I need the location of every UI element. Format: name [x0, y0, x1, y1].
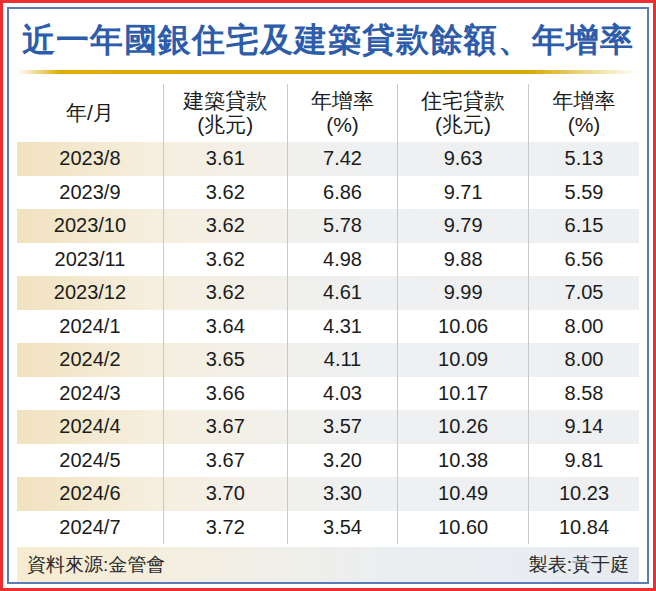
row-value-cell: 3.54 [287, 511, 397, 545]
row-value-cell: 5.78 [287, 209, 397, 243]
credit-note: 製表:黃于庭 [529, 552, 629, 578]
loan-table: 年/月建築貸款(兆元)年增率(%)住宅貸款(兆元)年增率(%) 2023/83.… [17, 84, 639, 544]
column-header: 年增率(%) [528, 84, 639, 142]
column-header-unit: (兆元) [435, 113, 491, 137]
row-month-cell: 2024/2 [17, 343, 163, 377]
row-value-cell: 4.11 [287, 343, 397, 377]
row-value-cell: 8.00 [528, 310, 639, 344]
row-value-cell: 3.67 [163, 444, 287, 478]
row-value-cell: 3.66 [163, 377, 287, 411]
row-value-cell: 5.59 [528, 176, 639, 210]
column-header-unit: (兆元) [197, 113, 253, 137]
row-value-cell: 3.67 [163, 410, 287, 444]
table-row: 2024/23.654.1110.098.00 [17, 343, 639, 377]
table-row: 2024/43.673.5710.269.14 [17, 410, 639, 444]
row-value-cell: 3.20 [287, 444, 397, 478]
inner-blue-frame: 近一年國銀住宅及建築貸款餘額、年增率 年/月建築貸款(兆元)年增率(%)住宅貸款… [7, 7, 649, 584]
column-header-label: 建築貸款 [183, 89, 267, 113]
column-header: 建築貸款(兆元) [163, 84, 287, 142]
column-header: 住宅貸款(兆元) [397, 84, 528, 142]
table-header-row: 年/月建築貸款(兆元)年增率(%)住宅貸款(兆元)年增率(%) [17, 84, 639, 142]
row-month-cell: 2023/10 [17, 209, 163, 243]
title-underline [17, 70, 639, 74]
page-title: 近一年國銀住宅及建築貸款餘額、年增率 [19, 19, 637, 61]
row-value-cell: 10.60 [397, 511, 528, 545]
row-value-cell: 9.63 [397, 142, 528, 176]
row-value-cell: 10.06 [397, 310, 528, 344]
row-value-cell: 5.13 [528, 142, 639, 176]
table-row: 2023/83.617.429.635.13 [17, 142, 639, 176]
row-value-cell: 3.72 [163, 511, 287, 545]
table-row: 2023/123.624.619.997.05 [17, 276, 639, 310]
table-row: 2023/93.626.869.715.59 [17, 176, 639, 210]
row-value-cell: 10.84 [528, 511, 639, 545]
row-value-cell: 10.49 [397, 477, 528, 511]
row-value-cell: 4.61 [287, 276, 397, 310]
row-month-cell: 2023/12 [17, 276, 163, 310]
row-value-cell: 10.26 [397, 410, 528, 444]
row-value-cell: 3.62 [163, 176, 287, 210]
row-value-cell: 8.58 [528, 377, 639, 411]
row-month-cell: 2023/11 [17, 243, 163, 277]
outer-red-frame: 近一年國銀住宅及建築貸款餘額、年增率 年/月建築貸款(兆元)年增率(%)住宅貸款… [0, 0, 656, 591]
row-value-cell: 3.57 [287, 410, 397, 444]
row-value-cell: 4.98 [287, 243, 397, 277]
row-value-cell: 3.64 [163, 310, 287, 344]
row-value-cell: 10.09 [397, 343, 528, 377]
table-row: 2024/53.673.2010.389.81 [17, 444, 639, 478]
row-value-cell: 3.65 [163, 343, 287, 377]
table-row: 2024/63.703.3010.4910.23 [17, 477, 639, 511]
row-value-cell: 3.62 [163, 209, 287, 243]
row-value-cell: 10.38 [397, 444, 528, 478]
row-value-cell: 4.03 [287, 377, 397, 411]
column-header-label: 年/月 [66, 101, 114, 125]
row-value-cell: 3.62 [163, 243, 287, 277]
row-value-cell: 8.00 [528, 343, 639, 377]
column-header: 年增率(%) [287, 84, 397, 142]
row-month-cell: 2024/1 [17, 310, 163, 344]
row-month-cell: 2023/8 [17, 142, 163, 176]
table-row: 2024/73.723.5410.6010.84 [17, 511, 639, 545]
row-value-cell: 9.79 [397, 209, 528, 243]
row-value-cell: 3.62 [163, 276, 287, 310]
row-month-cell: 2023/9 [17, 176, 163, 210]
table-row: 2024/33.664.0310.178.58 [17, 377, 639, 411]
row-value-cell: 4.31 [287, 310, 397, 344]
row-value-cell: 6.56 [528, 243, 639, 277]
column-header-label: 住宅貸款 [421, 89, 505, 113]
row-value-cell: 7.05 [528, 276, 639, 310]
column-header-unit: (%) [568, 113, 601, 137]
table-footer: 資料來源:金管會 製表:黃于庭 [17, 547, 639, 583]
row-value-cell: 9.71 [397, 176, 528, 210]
row-value-cell: 10.17 [397, 377, 528, 411]
row-value-cell: 6.86 [287, 176, 397, 210]
row-value-cell: 3.30 [287, 477, 397, 511]
row-value-cell: 9.14 [528, 410, 639, 444]
row-value-cell: 10.23 [528, 477, 639, 511]
column-header-label: 年增率 [553, 89, 616, 113]
row-value-cell: 9.99 [397, 276, 528, 310]
column-header-unit: (%) [326, 113, 359, 137]
column-header-label: 年增率 [311, 89, 374, 113]
table-row: 2023/113.624.989.886.56 [17, 243, 639, 277]
row-month-cell: 2024/4 [17, 410, 163, 444]
row-value-cell: 9.81 [528, 444, 639, 478]
row-month-cell: 2024/6 [17, 477, 163, 511]
row-month-cell: 2024/7 [17, 511, 163, 545]
table-row: 2024/13.644.3110.068.00 [17, 310, 639, 344]
row-value-cell: 6.15 [528, 209, 639, 243]
row-value-cell: 3.61 [163, 142, 287, 176]
column-header: 年/月 [17, 84, 163, 142]
table-row: 2023/103.625.789.796.15 [17, 209, 639, 243]
source-note: 資料來源:金管會 [27, 552, 165, 578]
row-value-cell: 9.88 [397, 243, 528, 277]
row-month-cell: 2024/5 [17, 444, 163, 478]
row-value-cell: 7.42 [287, 142, 397, 176]
row-value-cell: 3.70 [163, 477, 287, 511]
row-month-cell: 2024/3 [17, 377, 163, 411]
